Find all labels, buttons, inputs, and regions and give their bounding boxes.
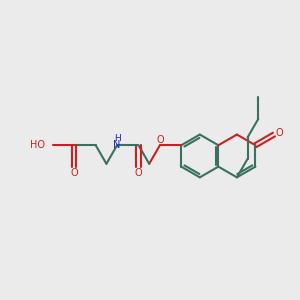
Text: O: O [135,168,142,178]
Text: O: O [275,128,283,138]
Text: O: O [70,168,78,178]
Text: N: N [113,140,121,150]
Text: H: H [114,134,121,143]
Text: O: O [156,135,164,145]
Text: HO: HO [31,140,46,150]
